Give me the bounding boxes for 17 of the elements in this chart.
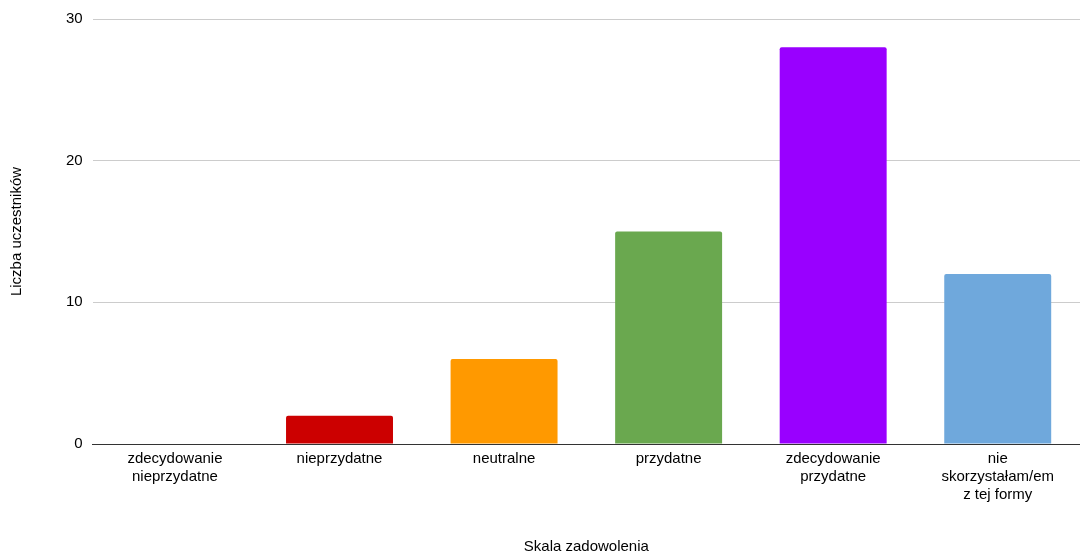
bar <box>615 231 723 444</box>
y-tick-label: 0 <box>74 434 83 452</box>
y-tick-label: 10 <box>66 292 83 310</box>
bar <box>779 47 887 444</box>
bar <box>944 274 1052 444</box>
x-tick-label: zdecydowanie nieprzydatne <box>127 449 223 485</box>
x-tick-label: neutralne <box>472 449 536 467</box>
x-axis-title: Skala zadowolenia <box>523 537 650 555</box>
x-tick-label: nieprzydatne <box>296 449 383 467</box>
y-axis-title: Liczba uczestników <box>7 166 25 297</box>
y-tick-label: 20 <box>66 150 83 168</box>
x-tick-label: przydatne <box>635 449 702 467</box>
x-tick-label: zdecydowanie przydatne <box>785 449 881 485</box>
y-tick-label: 30 <box>66 9 83 27</box>
bar <box>286 415 393 444</box>
x-tick-label: nie skorzystałam/em z tej formy <box>941 449 1054 503</box>
bar <box>450 359 558 444</box>
